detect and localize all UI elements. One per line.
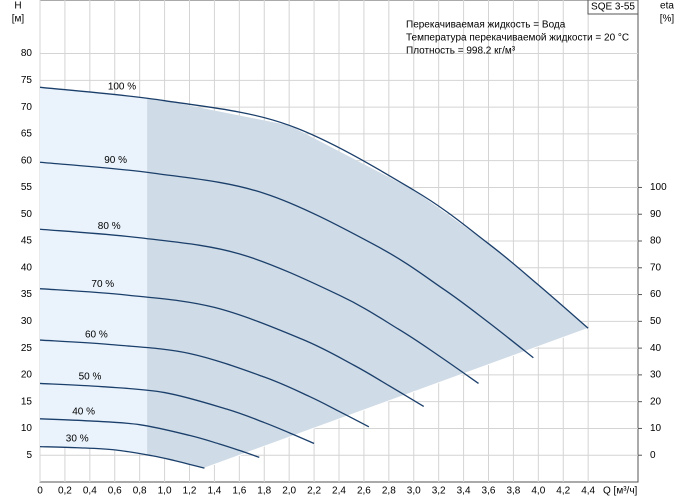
y2-tick-label: 60 [650,289,662,300]
x-tick-label: 4,2 [556,486,570,497]
x-tick-label: 3,0 [407,486,421,497]
x-tick-label: 0 [37,486,43,497]
y-tick-label: 40 [21,262,33,273]
x-tick-label: 2,8 [382,486,396,497]
highlight-region [40,87,148,455]
x-tick-label: 1,6 [232,486,246,497]
x-tick-label: 4,4 [581,486,595,497]
curve-label: 100 % [108,82,136,93]
y-tick-label: 10 [21,423,33,434]
y-tick-label: 75 [21,75,33,86]
y-tick-label: 80 [21,48,33,59]
y2-tick-label: 30 [650,370,662,381]
annotation: Плотность = 998.2 кг/м³ [406,46,516,57]
curve [39,86,589,329]
curve [39,418,260,458]
x-tick-label: 1,0 [158,486,172,497]
curve-label: 50 % [79,372,102,383]
y-label-unit: [м] [12,14,25,25]
y2-tick-label: 70 [650,262,662,273]
curve-label: 80 % [98,221,121,232]
y2-tick-label: 100 [650,182,667,193]
y-tick-label: 35 [21,289,33,300]
region [40,87,589,469]
operating-region [40,87,589,469]
y-tick-label: 60 [21,155,33,166]
y-tick-label: 15 [21,396,33,407]
curve-label: 90 % [104,155,127,166]
annotation: Температура перекачиваемой жидкости = 20… [406,33,629,44]
curve-label: 30 % [66,433,89,444]
curve-label: 70 % [91,279,114,290]
labels: H [м] eta [%] Q [м³/ч] Перекачиваемая жи… [12,0,675,497]
curves [39,86,589,469]
y-tick-label: 45 [21,236,33,247]
curve [39,161,534,359]
x-tick-label: 3,8 [506,486,520,497]
x-tick-label: 0,6 [108,486,122,497]
x-tick-label: 1,4 [207,486,221,497]
x-tick-label: 3,2 [432,486,446,497]
x-tick-label: 2,6 [357,486,371,497]
curve-label: 60 % [85,329,108,340]
curve [39,382,315,445]
x-tick-label: 0,2 [58,486,72,497]
curve [39,288,425,408]
region-edge [204,327,589,469]
y-tick-label: 55 [21,182,33,193]
x-tick-label: 4,0 [531,486,545,497]
y2-tick-label: 10 [650,423,662,434]
y2-tick-label: 0 [650,450,656,461]
x-tick-label: 3,6 [482,486,496,497]
x-tick-label: 1,8 [257,486,271,497]
x-tick-label: 0,8 [133,486,147,497]
y2-tick-label: 40 [650,343,662,354]
curve [39,228,479,384]
y2-label: eta [660,1,674,12]
badge-box [587,0,639,15]
y-tick-label: 50 [21,209,33,220]
y-tick-label: 30 [21,316,33,327]
y-tick-label: 20 [21,370,33,381]
y2-tick-label: 20 [650,396,662,407]
y-label: H [14,1,21,12]
x-tick-label: 2,0 [282,486,296,497]
x-tick-label: 1,2 [183,486,197,497]
y-tick-label: 5 [26,450,32,461]
x-tick-label: 3,4 [457,486,471,497]
y-tick-label: 65 [21,129,33,140]
y2-tick-label: 80 [650,236,662,247]
curve [39,339,370,428]
curve [39,446,205,469]
y-tick-label: 25 [21,343,33,354]
curve-label: 40 % [72,406,95,417]
y-tick-label: 70 [21,102,33,113]
x-tick-label: 2,4 [332,486,346,497]
x-label: Q [м³/ч] [603,486,638,497]
y2-label-unit: [%] [660,14,675,25]
annotation: Перекачиваемая жидкость = Вода [406,20,566,31]
y2-tick-label: 90 [650,209,662,220]
y2-tick-label: 50 [650,316,662,327]
badge: SQE 3-55 [591,2,635,13]
x-tick-label: 2,2 [307,486,321,497]
x-tick-label: 0,4 [83,486,97,497]
